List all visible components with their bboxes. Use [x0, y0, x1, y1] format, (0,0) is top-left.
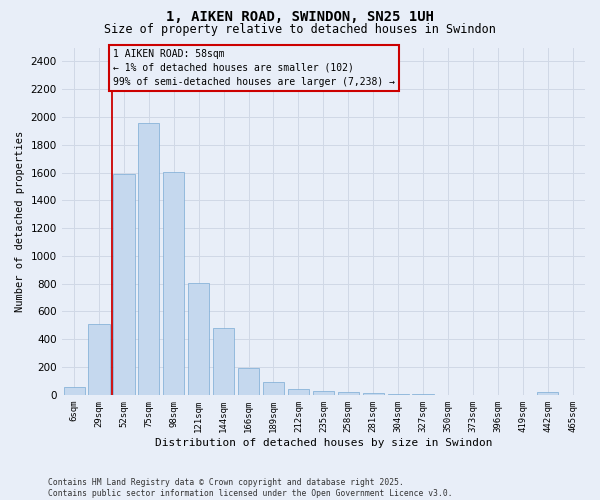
Bar — [263, 382, 284, 395]
Bar — [288, 390, 309, 395]
Text: Contains HM Land Registry data © Crown copyright and database right 2025.
Contai: Contains HM Land Registry data © Crown c… — [48, 478, 452, 498]
Bar — [138, 122, 160, 395]
Bar — [213, 328, 234, 395]
Bar — [64, 387, 85, 395]
Bar — [338, 392, 359, 395]
Bar — [163, 172, 184, 395]
Bar — [537, 392, 558, 395]
Y-axis label: Number of detached properties: Number of detached properties — [15, 130, 25, 312]
Text: 1, AIKEN ROAD, SWINDON, SN25 1UH: 1, AIKEN ROAD, SWINDON, SN25 1UH — [166, 10, 434, 24]
Bar — [238, 368, 259, 395]
Bar — [362, 394, 384, 395]
Text: 1 AIKEN ROAD: 58sqm
← 1% of detached houses are smaller (102)
99% of semi-detach: 1 AIKEN ROAD: 58sqm ← 1% of detached hou… — [113, 49, 395, 87]
Bar — [388, 394, 409, 395]
Bar — [412, 394, 434, 395]
Bar — [113, 174, 134, 395]
X-axis label: Distribution of detached houses by size in Swindon: Distribution of detached houses by size … — [155, 438, 492, 448]
Bar — [188, 283, 209, 395]
Bar — [88, 324, 110, 395]
Text: Size of property relative to detached houses in Swindon: Size of property relative to detached ho… — [104, 22, 496, 36]
Bar — [313, 392, 334, 395]
